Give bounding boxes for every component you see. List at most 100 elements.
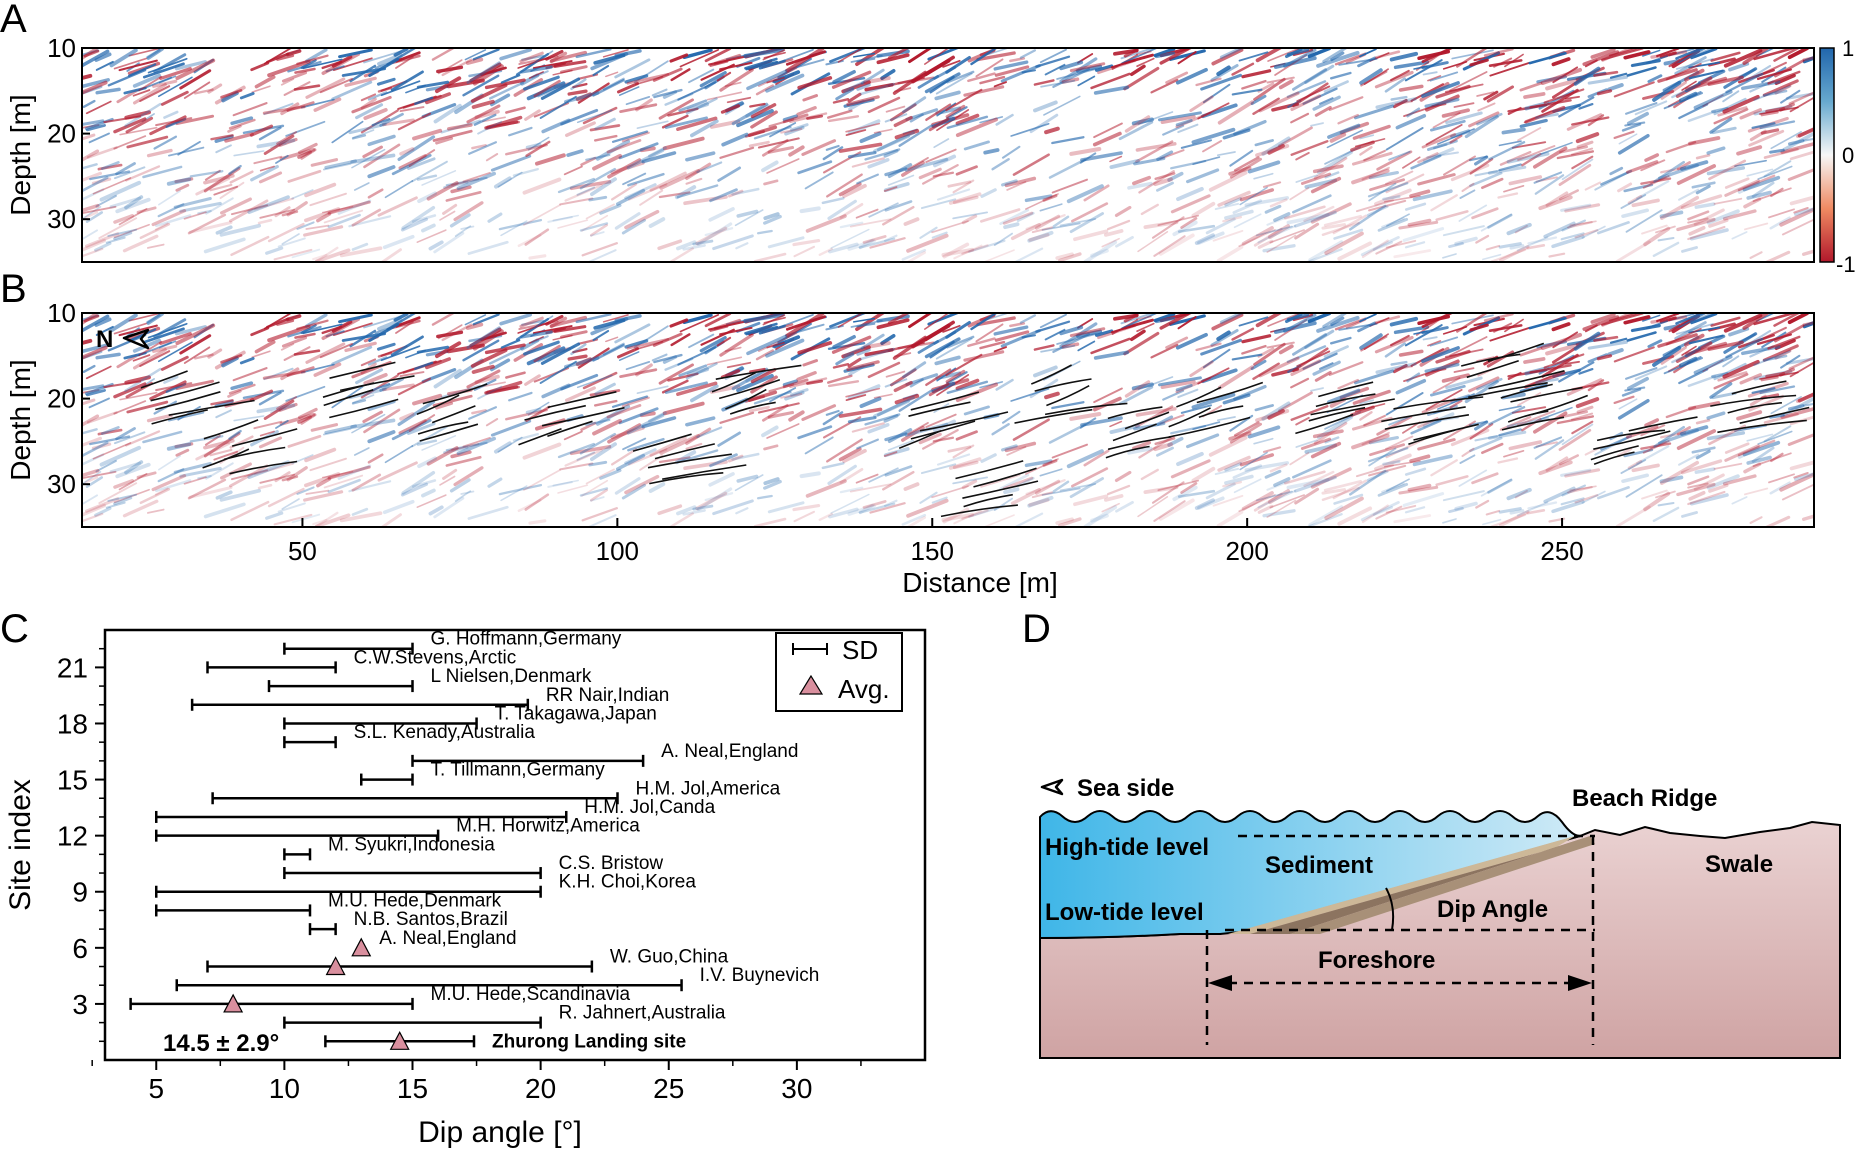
site-label: RR Nair,Indian [546, 685, 670, 706]
reflection-stroke [1376, 415, 1413, 436]
reflection-stroke [994, 330, 1030, 342]
reflection-stroke [113, 431, 146, 445]
reflection-stroke [1774, 84, 1792, 95]
reflection-stroke [126, 400, 169, 414]
reflection-stroke [995, 113, 1014, 126]
reflection-stroke [563, 430, 583, 441]
reflection-stroke [845, 394, 867, 402]
reflection-stroke [1273, 321, 1317, 334]
reflector-line [1468, 382, 1548, 399]
reflection-stroke [664, 381, 708, 394]
colorbar-tick-mid: 0 [1842, 143, 1854, 168]
reflection-stroke [151, 209, 187, 227]
reflection-stroke [1471, 207, 1499, 220]
reflection-stroke [1165, 71, 1189, 84]
reflection-stroke [521, 319, 545, 326]
reflection-stroke [1482, 518, 1502, 526]
reflection-stroke [743, 48, 785, 58]
reflection-stroke [1208, 435, 1248, 457]
reflection-stroke [797, 76, 833, 90]
reflection-stroke [1722, 355, 1740, 368]
reflection-stroke [1158, 233, 1195, 256]
reflection-stroke [557, 442, 596, 459]
reflection-stroke [1780, 89, 1801, 104]
panel-label-d: D [1022, 607, 1051, 651]
reflection-stroke [1523, 92, 1546, 99]
reflection-stroke [341, 332, 387, 342]
reflection-stroke [685, 362, 718, 380]
reflection-stroke [1175, 332, 1208, 350]
reflection-stroke [626, 148, 665, 170]
reflection-stroke [1558, 428, 1592, 452]
reflection-stroke [1498, 405, 1522, 412]
reflection-stroke [393, 48, 409, 57]
reflection-stroke [1613, 130, 1635, 139]
reflection-stroke [1000, 329, 1041, 348]
reflection-stroke [207, 83, 223, 94]
site-label: M.H. Horwitz,America [456, 816, 640, 837]
reflection-stroke [850, 54, 883, 63]
reflection-stroke [152, 344, 178, 353]
reflection-stroke [719, 411, 755, 424]
reflection-stroke [1596, 89, 1613, 96]
reflection-stroke [695, 226, 728, 246]
reflection-stroke [1377, 217, 1409, 232]
reflection-stroke [662, 355, 678, 364]
reflection-stroke [1676, 429, 1716, 451]
reflection-stroke [724, 81, 742, 88]
reflection-stroke [577, 82, 610, 104]
reflection-stroke [567, 354, 588, 361]
reflection-stroke [797, 160, 833, 175]
reflection-stroke [254, 340, 276, 354]
ytick-label: 12 [57, 821, 88, 852]
reflection-stroke [230, 381, 254, 391]
reflection-stroke [1253, 172, 1274, 180]
reflection-stroke [1803, 137, 1814, 142]
reflection-stroke [1795, 391, 1814, 403]
reflection-stroke [1069, 62, 1106, 73]
reflection-stroke [1273, 212, 1291, 222]
reflection-stroke [1461, 447, 1475, 458]
reflection-stroke [1444, 83, 1484, 93]
reflection-stroke [1312, 360, 1341, 376]
reflection-stroke [991, 157, 1010, 171]
reflection-stroke [380, 80, 421, 97]
reflection-stroke [1229, 149, 1254, 167]
reflection-stroke [327, 465, 371, 480]
reflection-stroke [1354, 138, 1386, 148]
reflection-stroke [746, 69, 788, 91]
reflection-stroke [1752, 187, 1792, 203]
reflection-stroke [1630, 59, 1661, 68]
reflection-stroke [1292, 459, 1332, 479]
reflection-stroke [1154, 437, 1176, 446]
reflection-stroke [1561, 158, 1594, 181]
reflection-stroke [254, 197, 295, 211]
reflection-stroke [767, 145, 795, 154]
reflection-stroke [468, 406, 497, 420]
reflection-stroke [605, 71, 619, 78]
reflection-stroke [1507, 371, 1522, 380]
reflection-stroke [1368, 182, 1397, 202]
reflection-stroke [1158, 498, 1195, 521]
reflection-stroke [1617, 182, 1633, 193]
reflection-stroke [1687, 490, 1726, 506]
reflection-stroke [1451, 49, 1494, 60]
reflection-stroke [1121, 313, 1159, 330]
reflection-stroke [82, 99, 96, 109]
reflection-stroke [1004, 176, 1037, 188]
reflection-stroke [626, 337, 670, 350]
reflection-stroke [1561, 219, 1587, 232]
reflection-stroke [1504, 318, 1524, 333]
reflection-stroke [802, 94, 818, 102]
reflection-stroke [1694, 467, 1716, 474]
reflection-stroke [575, 357, 592, 367]
reflection-stroke [731, 102, 769, 126]
reflection-stroke [82, 338, 93, 346]
reflection-stroke [1770, 187, 1784, 198]
ytick-label: 9 [72, 877, 88, 908]
reflection-stroke [611, 448, 638, 466]
reflection-stroke [1533, 146, 1568, 169]
xtick-label: 30 [781, 1073, 812, 1104]
reflection-stroke [667, 107, 699, 117]
reflection-stroke [179, 466, 222, 478]
